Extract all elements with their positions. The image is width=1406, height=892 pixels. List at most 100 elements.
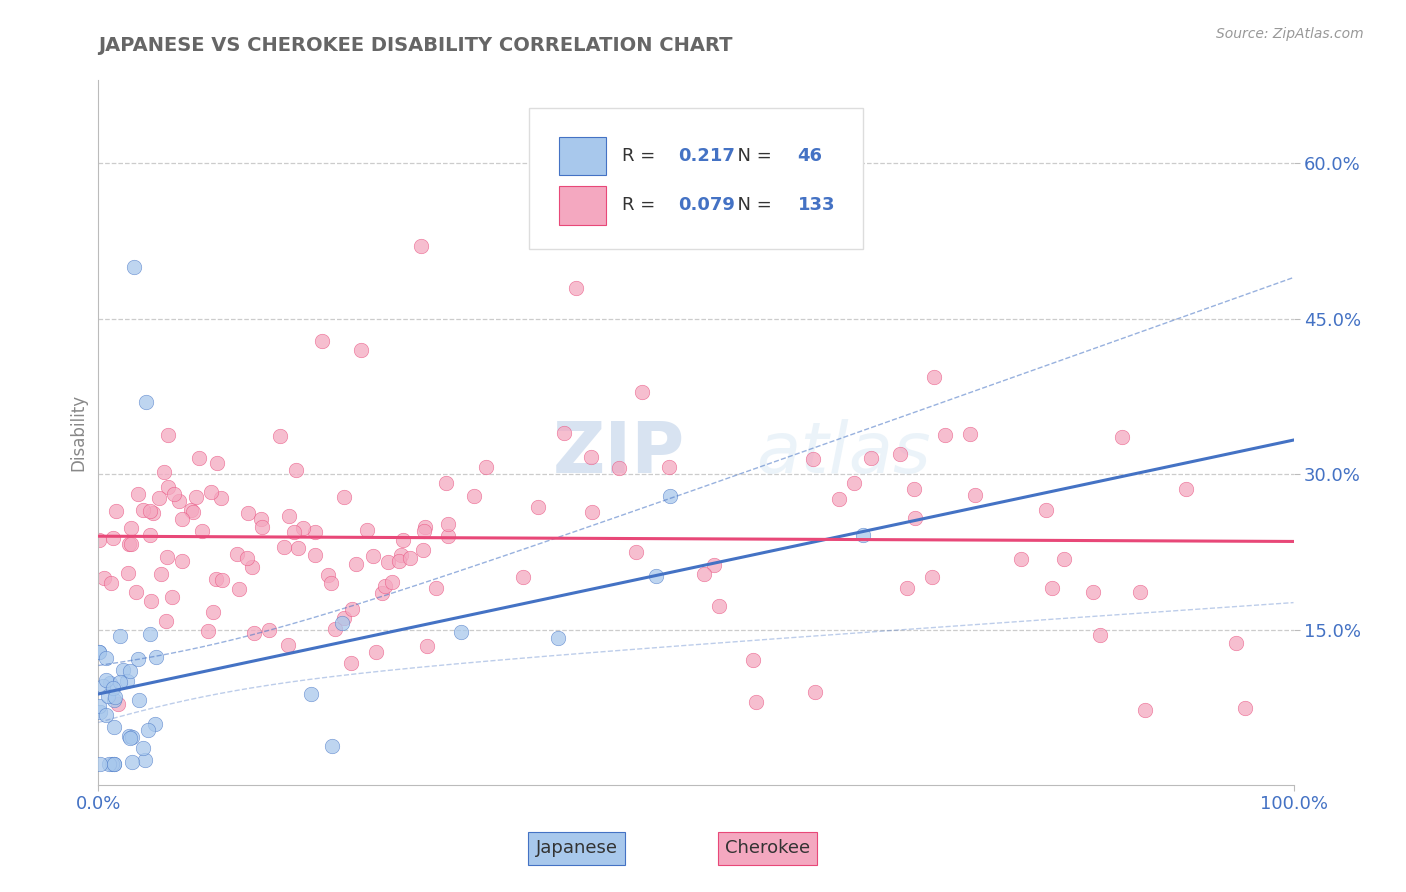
Point xyxy=(889,447,911,461)
Point xyxy=(1174,482,1197,496)
Point xyxy=(155,614,177,628)
Point xyxy=(118,537,141,551)
Point xyxy=(269,428,291,442)
Point xyxy=(211,573,233,587)
Point xyxy=(149,566,172,581)
Point xyxy=(135,394,157,409)
Point xyxy=(89,698,111,713)
Point xyxy=(180,503,202,517)
FancyBboxPatch shape xyxy=(558,136,606,176)
Point xyxy=(170,554,193,568)
Text: N =: N = xyxy=(725,146,778,165)
Point xyxy=(107,697,129,711)
Point xyxy=(101,757,124,772)
Point xyxy=(103,757,125,772)
Point xyxy=(658,459,681,474)
Point xyxy=(143,717,166,731)
Point xyxy=(184,490,207,504)
Text: 0.079: 0.079 xyxy=(678,196,735,214)
Point xyxy=(187,451,209,466)
Text: 0.217: 0.217 xyxy=(678,146,735,165)
Point xyxy=(201,605,224,619)
Point xyxy=(138,627,160,641)
Point xyxy=(1225,636,1247,650)
Point xyxy=(124,260,146,274)
Point xyxy=(398,550,420,565)
Point xyxy=(163,487,186,501)
Point xyxy=(94,673,117,687)
Point xyxy=(89,705,111,719)
Point xyxy=(371,586,394,600)
Point xyxy=(344,557,367,571)
Point xyxy=(391,549,413,563)
Point xyxy=(412,542,434,557)
Y-axis label: Disability: Disability xyxy=(69,394,87,471)
Point xyxy=(104,690,127,705)
Point xyxy=(205,573,228,587)
Point xyxy=(127,652,149,666)
Point xyxy=(1133,703,1156,717)
Point xyxy=(87,533,110,548)
Point xyxy=(903,482,925,496)
Point xyxy=(304,548,326,562)
Point xyxy=(108,629,131,643)
Point xyxy=(607,461,630,475)
Point xyxy=(437,529,460,543)
Point xyxy=(565,280,588,294)
Point xyxy=(277,509,299,524)
Point xyxy=(236,551,259,566)
Point xyxy=(693,567,716,582)
Point xyxy=(922,370,945,384)
Point xyxy=(319,576,342,591)
FancyBboxPatch shape xyxy=(558,186,606,225)
Point xyxy=(745,695,768,709)
Point xyxy=(363,549,385,563)
Point xyxy=(292,521,315,535)
Point xyxy=(959,427,981,442)
Point xyxy=(311,334,333,349)
Point xyxy=(100,575,122,590)
Point xyxy=(136,723,159,738)
Point xyxy=(139,594,162,608)
Point xyxy=(321,739,343,753)
Text: R =: R = xyxy=(621,196,661,214)
Point xyxy=(1040,582,1063,596)
Point xyxy=(842,475,865,490)
Point xyxy=(413,520,436,534)
Point xyxy=(105,504,128,518)
Point xyxy=(547,631,569,645)
Point xyxy=(128,693,150,707)
Point xyxy=(120,521,142,535)
Point xyxy=(299,687,322,701)
Text: 46: 46 xyxy=(797,146,823,165)
Point xyxy=(236,506,259,520)
Point xyxy=(425,581,447,595)
Point xyxy=(89,645,111,659)
Point xyxy=(148,491,170,505)
Text: ZIP: ZIP xyxy=(553,419,685,488)
Point xyxy=(1052,552,1074,566)
Point xyxy=(167,493,190,508)
Point xyxy=(127,487,149,501)
Point xyxy=(450,625,472,640)
Point xyxy=(1088,628,1111,642)
Point xyxy=(181,505,204,519)
Point xyxy=(316,568,339,582)
Point xyxy=(134,753,156,767)
Point xyxy=(200,485,222,500)
Point xyxy=(434,476,457,491)
Point xyxy=(934,427,956,442)
Point xyxy=(142,506,165,520)
Point xyxy=(904,511,927,525)
Point xyxy=(205,456,228,470)
Point xyxy=(340,601,363,615)
Point xyxy=(132,741,155,756)
Point xyxy=(228,582,250,596)
Point xyxy=(436,517,458,532)
Point xyxy=(145,650,167,665)
Point xyxy=(579,450,602,465)
Point xyxy=(965,488,987,502)
Point xyxy=(381,575,404,590)
Point xyxy=(801,451,824,466)
Point xyxy=(350,343,373,357)
